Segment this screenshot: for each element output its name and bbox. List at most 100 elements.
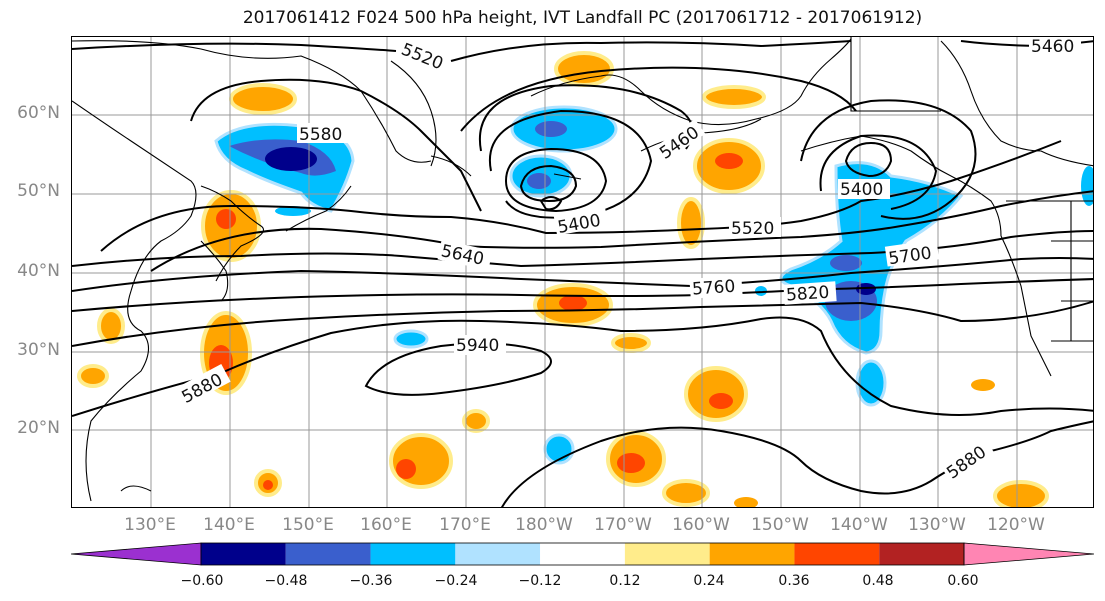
contour-line [72, 316, 1093, 417]
ivt-patch [77, 364, 109, 388]
colorbar-cell [455, 543, 541, 565]
lon-label-120w: 120°W [987, 515, 1045, 535]
colorbar-tick-neg024: −0.24 [434, 573, 478, 589]
ivt-patch [677, 197, 705, 249]
contour-label-5940: 5940 [456, 336, 499, 356]
ivt-patch [734, 497, 758, 507]
colorbar-cell [709, 543, 795, 565]
colorbar-cell [624, 543, 710, 565]
contour-line [100, 140, 1062, 252]
ivt-patch [662, 479, 710, 507]
contour-line [72, 278, 1093, 312]
contour-line [819, 134, 938, 210]
ivt-patch [263, 480, 273, 490]
colorbar [71, 542, 1094, 566]
ivt-patch [702, 85, 766, 109]
map-panel[interactable]: 5520 5460 5580 5460 5400 5400 5520 5640 … [71, 36, 1094, 508]
colorbar-cell [285, 543, 371, 565]
coastlines [72, 37, 1093, 502]
ivt-patch [527, 173, 551, 189]
contour-line [504, 147, 608, 213]
lon-label-180w: 180°W [515, 515, 573, 535]
colorbar-tick-048: 0.48 [862, 573, 894, 589]
ivt-patch [462, 409, 490, 433]
colorbar-tick-neg060: −0.60 [180, 573, 224, 589]
colorbar-cell [540, 543, 625, 565]
contour-label-5520: 5520 [398, 40, 446, 75]
contour-label-5820: 5820 [785, 283, 830, 306]
contour-line [72, 40, 852, 62]
map-title: 2017061412 F024 500 hPa height, IVT Land… [242, 8, 923, 28]
colorbar-cell [201, 543, 286, 565]
colorbar-cell [370, 543, 456, 565]
colorbar-tick-neg012: −0.12 [518, 573, 562, 589]
ivt-negative-anomalies [214, 105, 1093, 465]
contour-line [72, 257, 1093, 292]
lon-label-170w: 170°W [594, 515, 652, 535]
contour-line [800, 99, 977, 220]
colorbar-cells [71, 542, 1094, 566]
colorbar-cell [794, 543, 880, 565]
colorbar-cell [879, 543, 964, 565]
contour-line [364, 342, 552, 396]
map-canvas: 5520 5460 5580 5460 5400 5400 5520 5640 … [72, 37, 1093, 507]
ivt-patch [396, 459, 416, 479]
ivt-patch [709, 393, 733, 409]
contour-label-5580: 5580 [299, 125, 342, 145]
contour-line [501, 420, 1093, 507]
lon-label-150w: 150°W [751, 515, 809, 535]
ivt-patch [229, 83, 297, 115]
lat-label-20n: 20°N [17, 418, 60, 438]
lon-label-130w: 130°W [908, 515, 966, 535]
lon-label-140w: 140°W [830, 515, 888, 535]
lat-label-30n: 30°N [17, 340, 60, 360]
lon-label-150e: 150°E [282, 515, 334, 535]
lat-label-40n: 40°N [17, 261, 60, 281]
contour-label-5460-ne: 5460 [1031, 37, 1074, 57]
height-contours [72, 40, 1093, 507]
contour-label-5520-mid: 5520 [731, 219, 774, 239]
contour-labels: 5520 5460 5580 5460 5400 5400 5520 5640 … [175, 37, 1081, 483]
ivt-patch [993, 480, 1049, 507]
contour-line [460, 66, 857, 132]
lon-label-160w: 160°W [672, 515, 730, 535]
lon-label-130e: 130°E [124, 515, 176, 535]
colorbar-outline [200, 542, 965, 566]
ivt-patch [617, 453, 645, 473]
colorbar-tick-neg048: −0.48 [264, 573, 308, 589]
colorbar-tick-neg036: −0.36 [349, 573, 393, 589]
colorbar-tick-060: 0.60 [947, 573, 979, 589]
colorbar-extend-max [963, 542, 1094, 566]
lat-label-60n: 60°N [17, 103, 60, 123]
contour-line [519, 164, 578, 203]
contour-line [478, 84, 694, 152]
contour-line [539, 196, 563, 211]
ivt-patch [830, 255, 862, 271]
ivt-patch [216, 209, 236, 229]
ivt-patch [1081, 166, 1093, 206]
ivt-patch [855, 359, 887, 407]
ivt-patch [971, 379, 995, 391]
contour-line [844, 141, 893, 178]
contour-line [72, 230, 1093, 268]
lon-label-140e: 140°E [203, 515, 255, 535]
contour-line [150, 190, 1093, 272]
lat-label-50n: 50°N [17, 181, 60, 201]
contour-label-5760: 5760 [691, 277, 736, 300]
ivt-patch [611, 333, 651, 353]
ivt-patch [97, 308, 125, 344]
ivt-patch [715, 153, 743, 169]
colorbar-tick-012: 0.12 [609, 573, 641, 589]
ivt-patch [554, 51, 614, 87]
contour-label-5400-east: 5400 [840, 180, 883, 200]
ivt-patch [265, 147, 317, 171]
colorbar-extend-min [71, 542, 202, 566]
lon-label-160e: 160°E [360, 515, 412, 535]
ivt-patch [755, 286, 767, 296]
contour-line [190, 78, 482, 212]
contour-label-5640: 5640 [439, 241, 485, 270]
ivt-patch [559, 295, 587, 311]
ivt-patch [535, 121, 567, 137]
ivt-patch [856, 283, 876, 295]
colorbar-tick-036: 0.36 [778, 573, 810, 589]
